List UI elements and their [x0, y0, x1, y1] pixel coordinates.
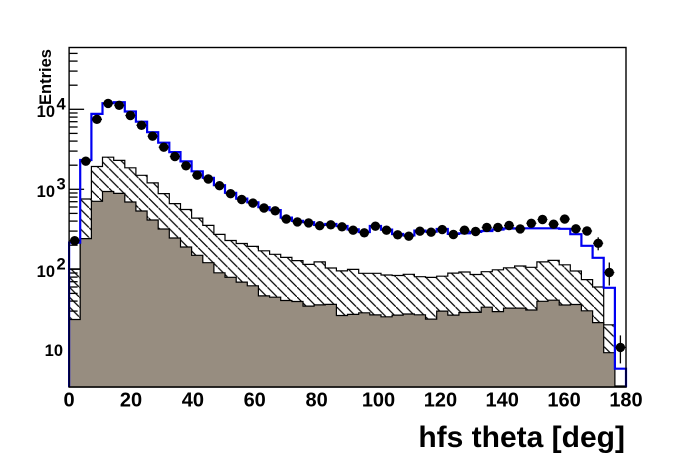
svg-text:180: 180 — [609, 390, 642, 412]
svg-text:10: 10 — [37, 263, 55, 281]
svg-text:hfs theta [deg]: hfs theta [deg] — [418, 421, 625, 454]
svg-text:10: 10 — [37, 183, 55, 201]
svg-text:4: 4 — [57, 96, 67, 114]
svg-text:10: 10 — [45, 342, 63, 360]
svg-text:2: 2 — [57, 256, 66, 274]
svg-text:80: 80 — [305, 390, 327, 412]
svg-text:10: 10 — [37, 103, 55, 121]
svg-text:0: 0 — [64, 390, 75, 412]
svg-text:3: 3 — [57, 176, 66, 194]
svg-text:100: 100 — [362, 390, 395, 412]
svg-text:60: 60 — [244, 390, 266, 412]
svg-text:20: 20 — [120, 390, 142, 412]
svg-text:40: 40 — [182, 390, 204, 412]
svg-text:Entries: Entries — [37, 49, 55, 105]
svg-text:140: 140 — [486, 390, 519, 412]
svg-text:120: 120 — [424, 390, 457, 412]
svg-text:160: 160 — [547, 390, 580, 412]
